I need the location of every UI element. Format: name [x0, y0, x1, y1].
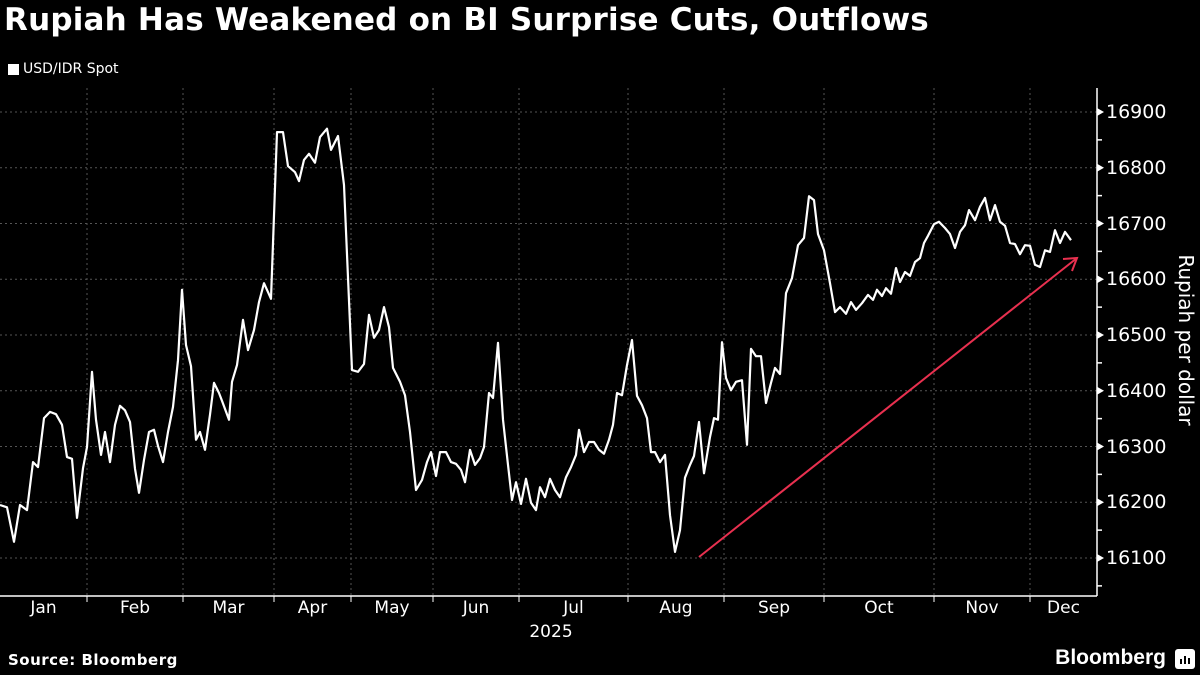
- x-tick-label: Jul: [563, 598, 584, 618]
- x-tick-label: Mar: [212, 598, 245, 618]
- x-tick-label: Apr: [297, 598, 328, 618]
- chart-title: Rupiah Has Weakened on BI Surprise Cuts,…: [4, 2, 929, 38]
- x-axis-year: 2025: [529, 622, 573, 642]
- x-tick-label: May: [374, 598, 410, 618]
- gridlines: [0, 88, 1097, 596]
- x-tick-label: Feb: [119, 598, 151, 618]
- x-tick-label: Sep: [757, 598, 791, 618]
- legend-label: USD/IDR Spot: [23, 61, 119, 77]
- x-tick-label: Aug: [659, 598, 693, 618]
- y-tick-label: 16200: [1106, 491, 1167, 514]
- bloomberg-logo: Bloomberg: [1055, 646, 1166, 669]
- x-tick-label: Jan: [30, 598, 57, 618]
- y-tick-label: 16100: [1106, 547, 1167, 569]
- y-tick-label: 16300: [1106, 435, 1167, 458]
- bloomberg-chart-icon: [1175, 649, 1195, 669]
- y-tick-label: 16800: [1106, 156, 1167, 179]
- y-tick-label: 16700: [1106, 212, 1167, 235]
- y-tick-label: 16900: [1106, 101, 1167, 123]
- y-tick-label: 16400: [1106, 379, 1167, 402]
- axes: [0, 88, 1104, 602]
- usd-idr-line: [0, 127, 1072, 554]
- legend-swatch-icon: [8, 63, 19, 75]
- x-tick-label: Nov: [965, 598, 999, 618]
- source-note: Source: Bloomberg: [8, 651, 178, 669]
- y-axis-label: Rupiah per dollar: [1174, 254, 1198, 426]
- legend: USD/IDR Spot: [8, 61, 119, 77]
- x-tick-label: Jun: [462, 598, 490, 618]
- y-tick-label: 16500: [1106, 324, 1167, 346]
- x-tick-label: Oct: [864, 598, 894, 618]
- y-tick-label: 16600: [1106, 268, 1167, 291]
- trend-arrow-icon: [698, 256, 1079, 558]
- x-tick-label: Dec: [1047, 598, 1080, 618]
